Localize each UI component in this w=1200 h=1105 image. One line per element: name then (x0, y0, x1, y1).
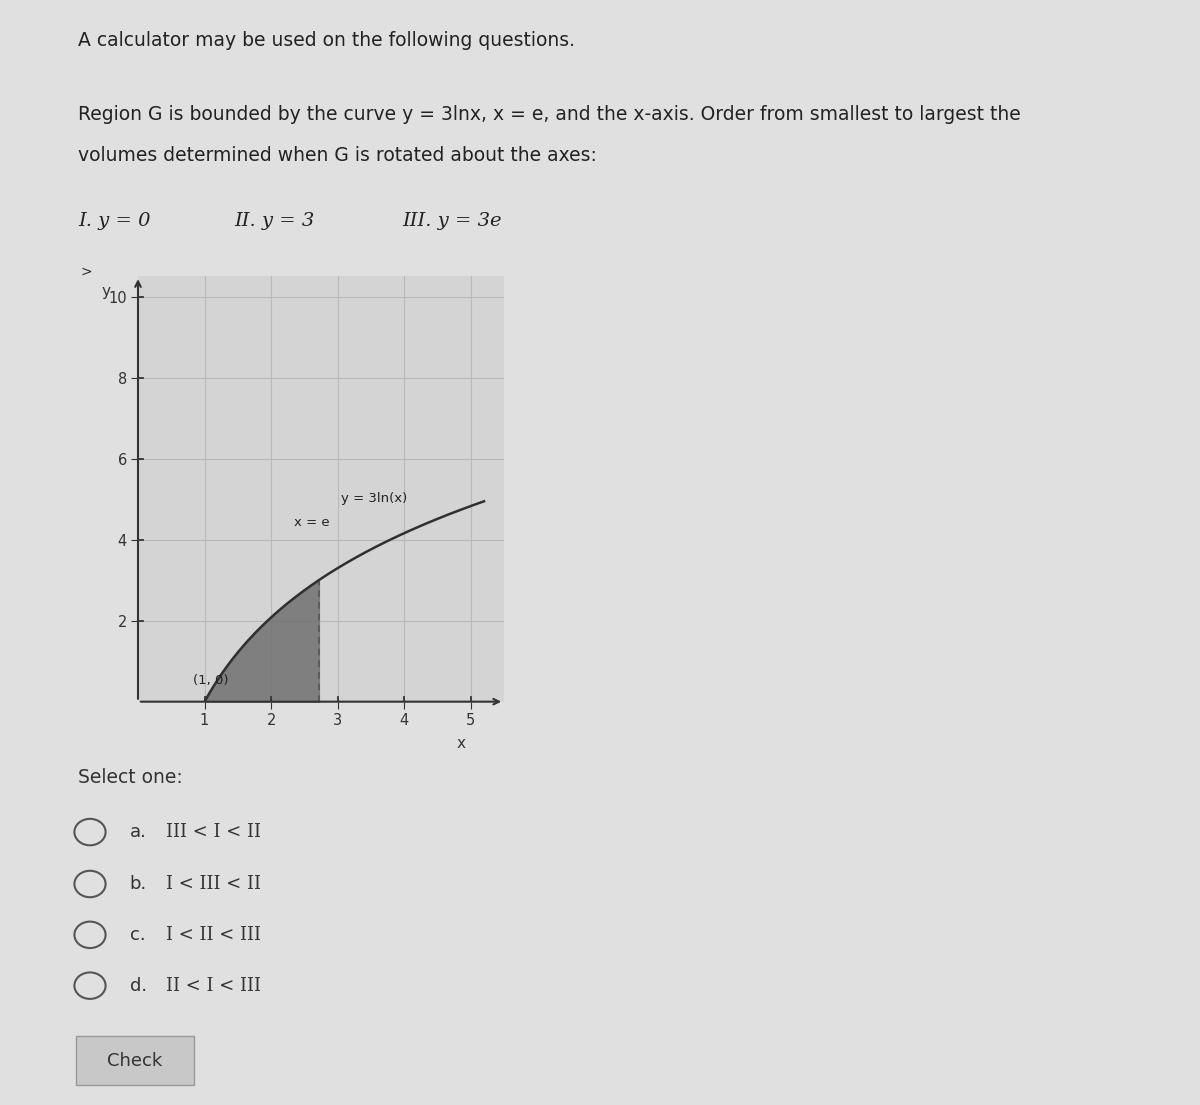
Text: II < I < III: II < I < III (166, 977, 260, 995)
Text: (1, 0): (1, 0) (192, 674, 228, 687)
Text: b.: b. (130, 875, 146, 893)
Text: a.: a. (130, 823, 146, 841)
Text: III. y = 3e: III. y = 3e (402, 212, 502, 230)
Text: A calculator may be used on the following questions.: A calculator may be used on the followin… (78, 31, 575, 50)
Text: x: x (456, 736, 466, 751)
FancyBboxPatch shape (76, 1036, 194, 1085)
Text: d.: d. (130, 977, 146, 995)
Text: y = 3ln(x): y = 3ln(x) (341, 492, 407, 505)
Text: Select one:: Select one: (78, 768, 182, 787)
Text: c.: c. (130, 926, 145, 944)
Text: I. y = 0: I. y = 0 (78, 212, 150, 230)
Text: III < I < II: III < I < II (166, 823, 260, 841)
Text: Region G is bounded by the curve y = 3lnx, x = e, and the x-axis. Order from sma: Region G is bounded by the curve y = 3ln… (78, 105, 1021, 124)
Text: I < III < II: I < III < II (166, 875, 260, 893)
Text: I < II < III: I < II < III (166, 926, 260, 944)
Text: >: > (80, 265, 92, 278)
Text: volumes determined when G is rotated about the axes:: volumes determined when G is rotated abo… (78, 146, 596, 165)
Text: y: y (101, 284, 110, 299)
Text: II. y = 3: II. y = 3 (234, 212, 314, 230)
Text: x = e: x = e (294, 516, 330, 529)
Text: Check: Check (107, 1052, 163, 1070)
